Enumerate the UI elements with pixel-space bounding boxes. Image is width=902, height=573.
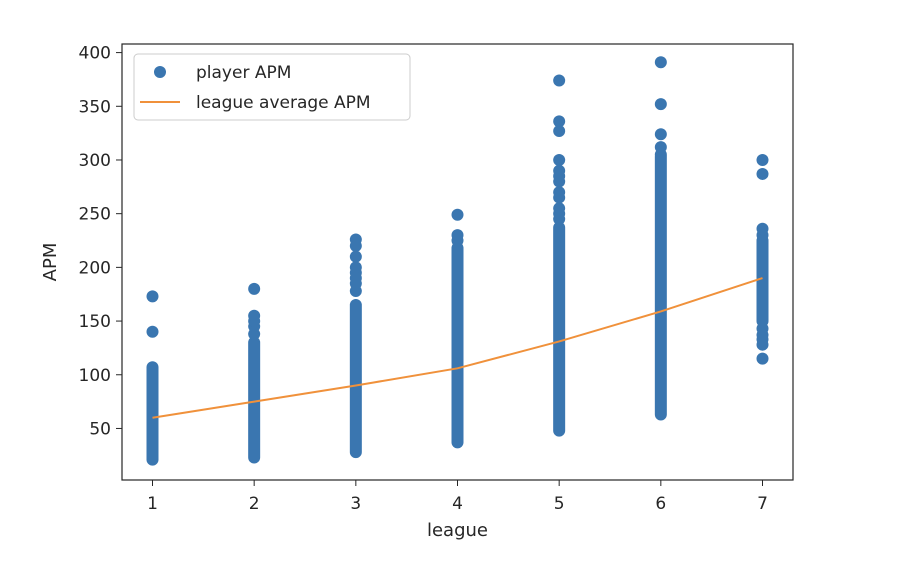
y-tick-label: 300 (79, 151, 111, 171)
x-tick-label: 4 (452, 494, 463, 514)
player-apm-point (756, 322, 769, 335)
player-apm-point (146, 290, 159, 303)
y-tick-label: 200 (79, 258, 111, 278)
player-apm-point (654, 56, 667, 69)
y-tick-label: 50 (89, 419, 111, 439)
player-apm-point (553, 115, 566, 128)
y-tick-label: 350 (79, 97, 111, 117)
league-average-line-group (152, 277, 763, 419)
player-apm-point (553, 153, 566, 166)
player-apm-point (654, 98, 667, 111)
player-apm-point (756, 222, 769, 235)
player-apm-point (654, 128, 667, 141)
x-axis: 1 2 3 4 5 6 7 (147, 480, 768, 514)
player-apm-point (248, 282, 261, 295)
player-apm-point (654, 141, 667, 154)
y-tick-label: 150 (79, 312, 111, 332)
player-apm-point (146, 325, 159, 338)
legend-label-league-average: league average APM (196, 93, 371, 113)
legend: player APM league average APM (133, 53, 411, 121)
y-tick-label: 400 (79, 44, 111, 64)
player-apm-point (349, 261, 362, 274)
player-apm-point (553, 74, 566, 87)
x-tick-label: 5 (554, 494, 565, 514)
x-tick-label: 2 (249, 494, 260, 514)
x-axis-title: league (427, 520, 488, 541)
player-apm-point (553, 202, 566, 215)
player-apm-point (553, 186, 566, 199)
legend-box (133, 53, 411, 121)
player-apm-point (756, 167, 769, 180)
player-apm-points (146, 56, 769, 466)
y-tick-label: 100 (79, 366, 111, 386)
player-apm-point (553, 164, 566, 177)
player-apm-point (451, 208, 464, 221)
x-tick-label: 1 (147, 494, 158, 514)
player-apm-point (349, 233, 362, 246)
x-tick-label: 7 (757, 494, 768, 514)
player-apm-point (451, 229, 464, 242)
player-apm-point (756, 352, 769, 365)
legend-marker-player-apm (154, 66, 166, 78)
y-tick-label: 250 (79, 205, 111, 225)
x-tick-label: 6 (655, 494, 666, 514)
player-apm-point (553, 124, 566, 137)
y-axis-title: APM (40, 243, 61, 282)
player-apm-point (248, 309, 261, 322)
x-tick-label: 3 (350, 494, 361, 514)
league-average-line (152, 277, 763, 419)
legend-label-player-apm: player APM (196, 63, 291, 83)
y-axis: 50 100 150 200 250 300 350 400 (79, 44, 122, 439)
player-apm-point (349, 250, 362, 263)
player-apm-point (756, 153, 769, 166)
